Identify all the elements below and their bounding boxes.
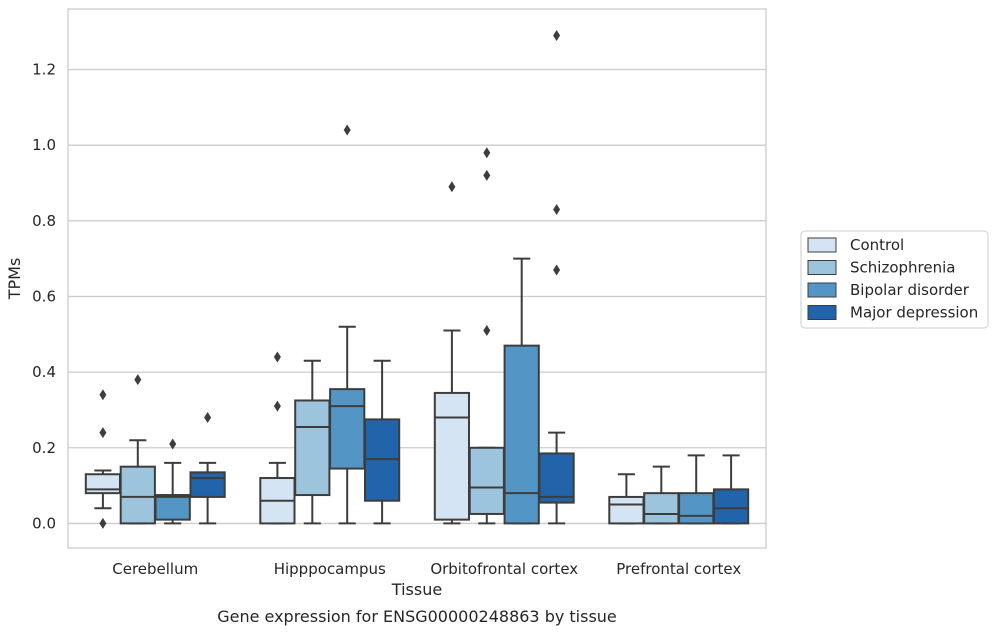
box-schizophrenia (119, 374, 156, 525)
box-schizophrenia (643, 465, 680, 525)
x-axis-title: Tissue (391, 580, 442, 599)
x-tick-label: Hipppocampus (274, 560, 386, 578)
x-axis-ticks: Cerebellum Hipppocampus Orbitofrontal cort… (112, 560, 741, 578)
box-body (643, 492, 680, 525)
box-body (503, 344, 540, 525)
box-body (712, 488, 750, 525)
outlier-point (343, 124, 351, 136)
y-axis-title: TPMs (5, 258, 24, 301)
plot-frame (67, 8, 767, 549)
outlier-point (553, 264, 561, 276)
legend-label: Control (850, 236, 904, 254)
box-control (608, 473, 645, 525)
box-body (154, 494, 191, 521)
outlier-point (99, 389, 107, 401)
outlier-point (483, 147, 491, 159)
outlier-point (99, 517, 107, 529)
x-tick-label: Cerebellum (112, 560, 198, 578)
box-body (189, 471, 226, 498)
box-major-depression (538, 29, 575, 525)
box-major-depression (363, 359, 401, 525)
legend: Control Schizophrenia Bipolar disorder Majo… (800, 230, 989, 329)
legend-swatch (807, 260, 837, 275)
outlier-point (204, 412, 212, 424)
box-schizophrenia (468, 147, 505, 525)
y-tick-label: 1.2 (32, 61, 56, 79)
box-body (433, 391, 471, 521)
box-bipolar-disorder (329, 124, 366, 525)
outlier-point (273, 351, 281, 363)
legend-label: Major depression (850, 304, 978, 322)
legend-swatch (807, 305, 837, 320)
y-tick-label: 0.8 (32, 212, 56, 230)
y-tick-label: 0.4 (32, 363, 56, 381)
y-tick-label: 0.2 (32, 439, 56, 457)
y-tick-label: 0.0 (32, 514, 56, 532)
y-axis-ticks: 0.0 0.2 0.4 0.6 0.8 1.0 1.2 (32, 61, 56, 533)
box-body (608, 495, 645, 525)
box-control (84, 389, 122, 529)
legend-swatch (807, 282, 837, 298)
box-bipolar-disorder (154, 438, 191, 525)
box-major-depression (189, 412, 226, 525)
box-major-depression (712, 454, 750, 525)
legend-frame (800, 230, 989, 329)
boxes (84, 29, 750, 529)
grid-lines (68, 68, 766, 525)
box-bipolar-disorder (503, 257, 540, 525)
box-schizophrenia (294, 359, 331, 525)
legend-label: Bipolar disorder (850, 281, 970, 299)
outlier-point (169, 438, 177, 450)
x-tick-label: Orbitofrontal cortex (430, 560, 578, 578)
box-body (678, 492, 715, 525)
outlier-point (553, 29, 561, 41)
box-body (538, 452, 575, 504)
y-tick-label: 1.0 (32, 136, 56, 154)
box-body (119, 465, 156, 525)
outlier-point (483, 325, 491, 337)
legend-label: Schizophrenia (850, 259, 955, 277)
outlier-point (99, 427, 107, 439)
y-tick-label: 0.6 (32, 287, 56, 305)
outlier-point (448, 181, 456, 193)
box-body (468, 446, 505, 515)
x-tick-label: Prefrontal cortex (616, 560, 741, 578)
figure-caption: Gene expression for ENSG00000248863 by t… (217, 607, 617, 626)
box-control (433, 181, 471, 525)
box-bipolar-disorder (678, 454, 715, 525)
box-body (329, 388, 366, 470)
legend-swatch (807, 237, 837, 253)
outlier-point (483, 169, 491, 181)
box-body (294, 399, 331, 497)
box-control (259, 351, 296, 525)
outlier-point (134, 374, 142, 386)
outlier-point (273, 400, 281, 412)
outlier-point (553, 203, 561, 215)
